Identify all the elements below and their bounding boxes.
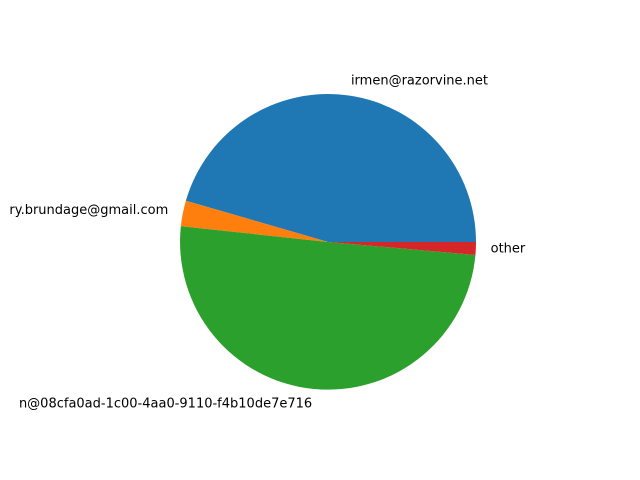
pie-slices <box>180 94 477 390</box>
pie-slice-0 <box>185 94 476 242</box>
pie-slice-1 <box>180 200 328 242</box>
pie-slice-3 <box>328 242 477 255</box>
pie-label-3: other <box>491 242 526 257</box>
pie-label-1: ry.brundage@gmail.com <box>9 203 168 218</box>
pie-label-0: irmen@razorvine.net <box>351 73 488 88</box>
pie-slice-2 <box>180 226 476 390</box>
pie-label-2: n@08cfa0ad-1c00-4aa0-9110-f4b10de7e716 <box>19 397 312 412</box>
pie-labels: irmen@razorvine.net ry.brundage@gmail.com… <box>9 73 526 411</box>
